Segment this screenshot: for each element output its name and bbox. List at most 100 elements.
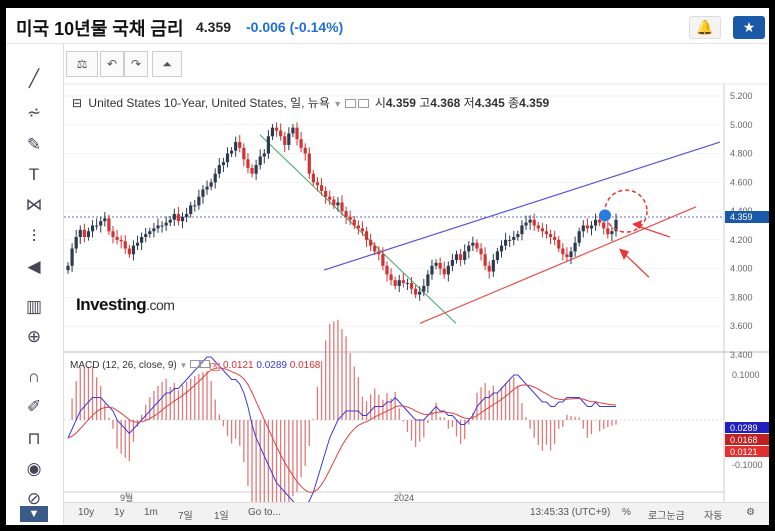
- magnet-icon[interactable]: ∩: [27, 367, 41, 386]
- candle-body: [217, 165, 221, 174]
- eye-toggle-icon[interactable]: [358, 99, 370, 109]
- logo-suffix: .com: [146, 297, 175, 313]
- close-icon[interactable]: ✕: [210, 363, 221, 371]
- candle-body: [536, 225, 540, 229]
- collapse-toolbar-button[interactable]: ▼: [20, 506, 48, 522]
- brush-icon[interactable]: ✎: [26, 135, 42, 154]
- chevron-down-icon: ▼: [28, 508, 40, 520]
- link-icon[interactable]: ⊘: [26, 489, 42, 508]
- price-tick: 3.600: [730, 321, 753, 331]
- range-7d[interactable]: 7일: [178, 511, 193, 522]
- range-1m[interactable]: 1m: [144, 507, 158, 518]
- lock-drawings-icon[interactable]: ✐: [26, 397, 42, 416]
- candle-body: [242, 147, 246, 160]
- candle-body: [454, 254, 459, 261]
- candle-body: [283, 136, 287, 145]
- range-1d[interactable]: 1일: [214, 511, 229, 522]
- fibonacci-icon[interactable]: ⩫: [26, 103, 42, 122]
- prediction-icon[interactable]: ⫶: [31, 227, 37, 246]
- redo-icon: ↷: [130, 57, 142, 71]
- candle-body: [74, 237, 78, 249]
- candle-body: [291, 127, 295, 134]
- undo-icon: ↶: [106, 57, 118, 71]
- candle-body: [450, 260, 455, 266]
- undo-button[interactable]: ↶: [100, 51, 124, 77]
- title-bar: 미국 10년물 국채 금리 4.359 -0.006 (-0.14%) 🔔 ★: [6, 8, 769, 44]
- high-value: 4.368: [430, 96, 461, 110]
- x-tick: 9월: [120, 492, 133, 502]
- macd-tag-label: 0.0289: [730, 423, 758, 433]
- candle-body: [360, 228, 365, 232]
- candle-body: [90, 225, 95, 232]
- candle-body: [266, 136, 270, 154]
- candle-body: [221, 162, 226, 166]
- chart-area[interactable]: ⚖ ↶ ↷ ⏶ 5.2005.0004.8004.6004.4004.2004.…: [64, 44, 769, 525]
- pattern-icon[interactable]: ⋈: [25, 195, 43, 214]
- auto-scale-toggle[interactable]: 자동: [704, 511, 723, 522]
- watchlist-button[interactable]: ★: [733, 16, 765, 39]
- range-1y[interactable]: 1y: [114, 507, 125, 518]
- logo-main: Investing: [76, 295, 147, 314]
- candle-body: [172, 213, 176, 220]
- settings-icon[interactable]: [345, 99, 357, 109]
- compare-button[interactable]: ⚖: [66, 51, 98, 77]
- percent-toggle[interactable]: %: [622, 507, 631, 518]
- gear-icon[interactable]: ⚙: [746, 507, 755, 518]
- candle-body: [197, 196, 201, 206]
- candle-body: [516, 234, 520, 238]
- candle-body: [311, 173, 315, 183]
- candle-body: [532, 219, 536, 226]
- chevron-down-icon[interactable]: ▼: [333, 99, 343, 109]
- zoom-icon[interactable]: ⊕: [26, 327, 42, 346]
- candle-body: [336, 202, 340, 206]
- settings-icon[interactable]: [190, 360, 201, 368]
- back-arrow-icon[interactable]: ◀: [27, 257, 41, 276]
- scale-icon: ⚖: [76, 57, 88, 71]
- macd-value-3: 0.0168: [289, 360, 321, 371]
- goto-button[interactable]: Go to...: [248, 507, 281, 518]
- x-tick: 2024: [394, 493, 414, 502]
- candle-body: [274, 127, 279, 131]
- candle-body: [397, 280, 401, 286]
- investing-logo: Investing.com: [76, 295, 175, 315]
- candle-body: [144, 234, 148, 238]
- candle-body: [557, 239, 561, 249]
- chevron-down-icon[interactable]: ▼: [179, 361, 188, 370]
- candle-body: [70, 248, 74, 266]
- collapse-legend-icon[interactable]: ⊟: [72, 96, 83, 110]
- eye-toggle-icon[interactable]: [200, 360, 211, 368]
- candle-body: [152, 228, 156, 232]
- candle-body: [287, 133, 291, 145]
- alert-button[interactable]: ⏶: [152, 51, 182, 77]
- price-tick: 5.000: [730, 120, 753, 130]
- app-window: 미국 10년물 국채 금리 4.359 -0.006 (-0.14%) 🔔 ★ …: [6, 8, 769, 525]
- candle-body: [332, 199, 336, 206]
- candle-body: [495, 251, 500, 261]
- candle-body: [184, 213, 189, 217]
- close-label: 종: [508, 96, 520, 110]
- add-alert-button[interactable]: 🔔: [689, 16, 721, 39]
- open-label: 시: [374, 96, 386, 110]
- candle-body: [348, 216, 352, 220]
- clock: 13:45:33 (UTC+9): [530, 507, 611, 518]
- star-icon: ★: [742, 19, 756, 35]
- measure-icon[interactable]: ▥: [25, 297, 43, 316]
- text-icon[interactable]: T: [28, 165, 40, 184]
- candle-body: [95, 225, 99, 227]
- trendline-icon[interactable]: ╱: [28, 69, 40, 88]
- low-value: 4.345: [474, 96, 505, 110]
- range-10y[interactable]: 10y: [78, 507, 95, 518]
- redo-button[interactable]: ↷: [124, 51, 148, 77]
- eye-icon[interactable]: ◉: [26, 459, 42, 478]
- log-scale-toggle[interactable]: 로그눈금: [648, 511, 685, 522]
- unlock-icon[interactable]: ⊓: [27, 429, 41, 448]
- candle-body: [107, 218, 111, 232]
- candle-body: [119, 239, 123, 242]
- macd-tag: [725, 422, 769, 433]
- candle-body: [409, 283, 414, 289]
- macd-tag: [725, 434, 769, 445]
- candle-body: [176, 213, 181, 222]
- price-chart[interactable]: 5.2005.0004.8004.6004.4004.2004.0003.800…: [64, 44, 769, 502]
- open-value: 4.359: [385, 96, 416, 110]
- candle-body: [238, 142, 242, 148]
